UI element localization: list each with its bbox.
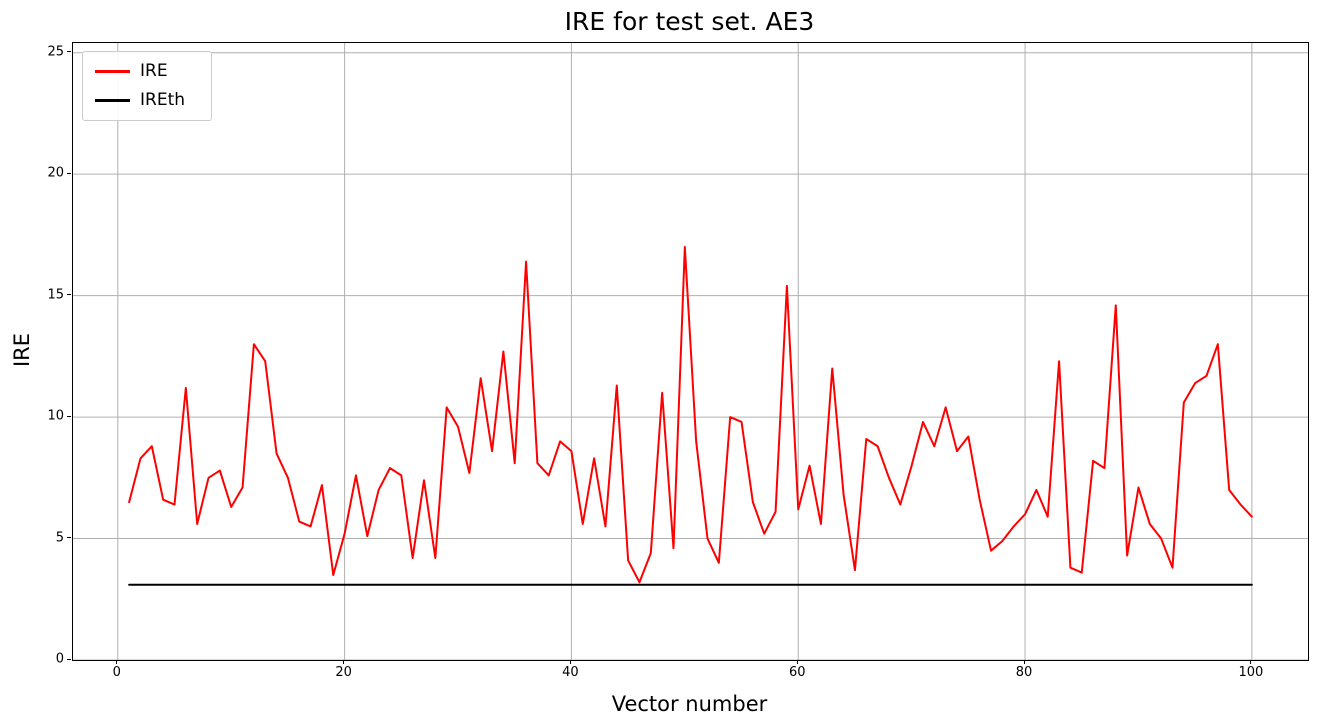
legend-item-ireth: IREth [95,92,185,109]
x-tick-mark [796,660,798,664]
y-tick-mark [67,658,71,660]
x-axis-label: Vector number [611,692,768,716]
x-tick-label: 40 [562,665,579,680]
x-tick-mark [116,660,118,664]
x-tick-label: 20 [335,665,352,680]
y-tick-label: 25 [47,44,64,60]
y-tick-mark [67,51,71,53]
y-tick-label: 20 [47,165,64,181]
legend-line-swatch-ireth [95,99,130,102]
legend-label-ireth: IREth [140,90,186,110]
y-tick-label: 5 [55,530,64,546]
y-tick-mark [67,415,71,417]
legend-line-swatch-ire [95,70,130,73]
x-tick-label: 60 [788,665,806,680]
x-tick-mark [569,660,571,664]
y-tick-label: 10 [47,408,64,424]
y-tick-mark [67,537,71,539]
plot-canvas [73,43,1308,660]
x-tick-mark [1250,660,1252,664]
y-tick-label: 15 [47,287,64,303]
legend-item-ire: IRE [95,63,185,80]
series-line-ire [128,246,1253,584]
x-tick-label: 80 [1015,665,1033,680]
y-tick-label: 0 [55,651,64,667]
legend: IRE IREth [82,51,213,121]
x-tick-label: 100 [1238,665,1264,680]
plot-area [72,42,1309,661]
x-tick-mark [343,660,345,664]
y-tick-mark [67,294,71,296]
y-tick-mark [67,172,71,174]
x-tick-mark [1023,660,1025,664]
chart-title: IRE for test set. AE3 [564,7,815,36]
y-axis-label: IRE [10,332,34,368]
legend-label-ire: IRE [140,61,168,81]
x-tick-label: 0 [112,665,121,680]
